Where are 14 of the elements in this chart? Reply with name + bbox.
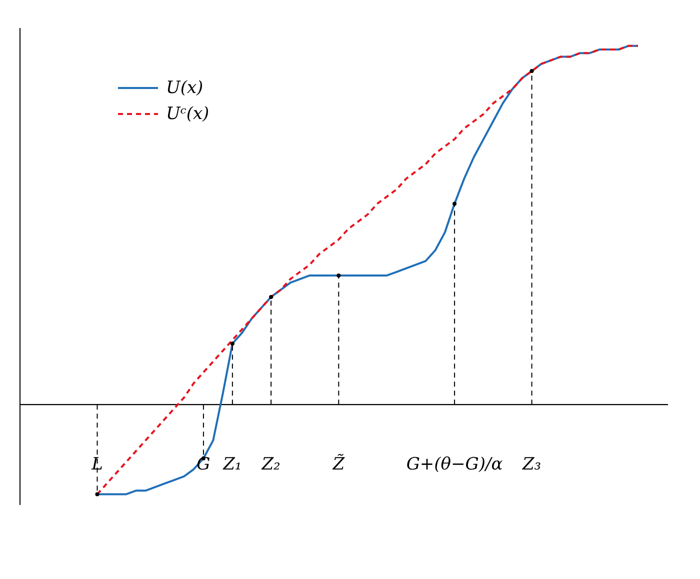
point (530, 69, 534, 74)
point (95, 492, 100, 496)
x-tick-label: Z̃ (332, 454, 346, 475)
point (230, 342, 234, 346)
point (269, 294, 274, 299)
x-tick-label: Z₂ (260, 454, 281, 475)
x-tick-label: G+(θ−G)/α (406, 454, 504, 475)
x-tick-label: Z₃ (521, 454, 542, 475)
legend-label: U(x) (166, 78, 204, 98)
legend-label: Uᶜ(x) (166, 104, 210, 124)
x-tick-label: L (90, 454, 103, 475)
x-tick-label: Z₁ (222, 454, 242, 475)
point (336, 273, 341, 278)
point (452, 202, 457, 206)
